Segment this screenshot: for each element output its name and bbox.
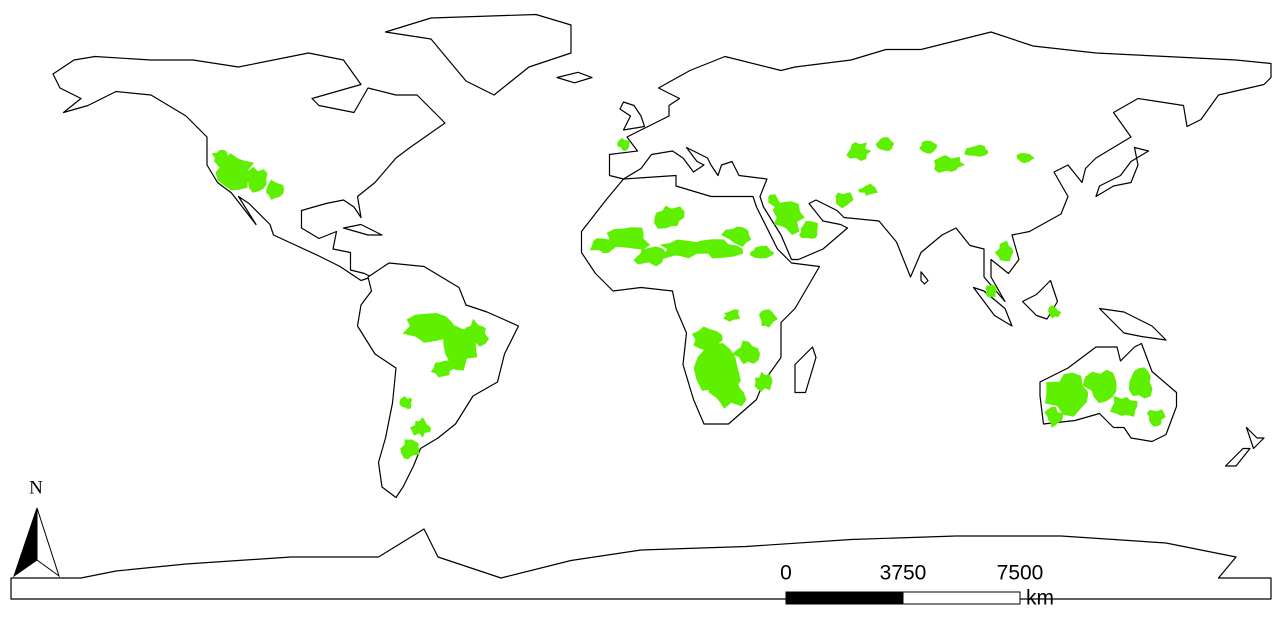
scale-segment	[902, 591, 1021, 605]
green-patch	[964, 144, 989, 157]
scale-label: 3750	[880, 562, 927, 585]
green-patch	[1048, 305, 1062, 319]
green-patch	[402, 313, 455, 343]
green-patch	[1128, 367, 1153, 399]
green-patch	[754, 371, 773, 392]
green-patch	[799, 221, 818, 239]
green-patch	[465, 318, 490, 347]
north-arrow-left	[13, 507, 38, 578]
green-patch	[1146, 409, 1166, 427]
green-patch	[633, 246, 674, 267]
green-patch	[768, 194, 781, 207]
scale-segment	[785, 591, 904, 605]
antarctica	[10, 528, 1272, 600]
new-zealand-n	[1245, 426, 1265, 450]
green-patch	[708, 375, 747, 409]
green-patch	[875, 137, 895, 152]
green-patch	[749, 245, 775, 259]
green-patch	[399, 396, 413, 410]
green-patch	[691, 326, 723, 351]
green-patch	[692, 239, 744, 259]
green-patch	[772, 201, 805, 235]
green-patch	[211, 149, 228, 169]
green-patch	[409, 417, 431, 438]
new-guinea	[1098, 307, 1167, 341]
japan	[1095, 146, 1150, 198]
scale-unit: km	[1026, 587, 1054, 610]
landmasses	[10, 13, 1272, 600]
green-patch	[1082, 369, 1117, 404]
green-patch	[759, 309, 778, 328]
green-patch	[266, 179, 285, 200]
north-arrow-right	[36, 507, 60, 578]
green-patch	[835, 192, 854, 209]
green-patch	[933, 155, 965, 173]
scale-label: 0	[780, 562, 792, 585]
scale-label: 7500	[997, 562, 1044, 585]
cuba	[342, 223, 383, 236]
iceland	[556, 71, 593, 84]
south-america	[356, 262, 520, 499]
green-patch	[1016, 153, 1035, 164]
north-label: N	[29, 477, 43, 498]
madagascar	[794, 346, 817, 394]
green-patch	[731, 340, 760, 365]
greenland	[384, 13, 572, 96]
green-patch	[858, 183, 878, 196]
green-patch	[985, 284, 997, 298]
green-patch	[721, 226, 752, 248]
green-patch	[846, 142, 872, 161]
green-patch	[1044, 406, 1064, 428]
green-patch	[1045, 372, 1089, 417]
map-furniture: N	[13, 477, 60, 578]
green-patch	[723, 309, 741, 322]
green-patch	[242, 166, 268, 193]
green-patch	[1110, 395, 1138, 417]
sri-lanka	[920, 271, 929, 285]
green-patch	[994, 240, 1014, 262]
green-patch	[654, 205, 685, 229]
green-patch	[617, 137, 630, 152]
green-patch	[400, 439, 420, 460]
green-patch	[919, 140, 937, 154]
green-patch	[430, 360, 456, 378]
great-britain	[619, 101, 646, 131]
new-zealand-s	[1224, 447, 1251, 467]
sumatra	[972, 286, 1013, 327]
green-areas	[211, 137, 1166, 460]
green-patch	[589, 238, 620, 254]
